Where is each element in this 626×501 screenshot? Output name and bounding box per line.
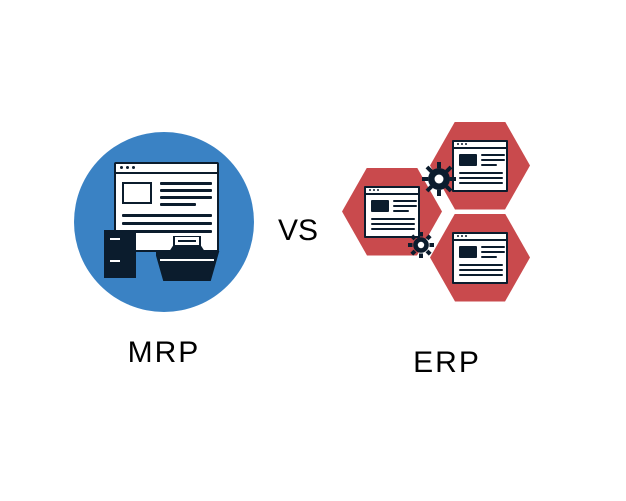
erp-hex-3 bbox=[430, 214, 530, 302]
erp-label: ERP bbox=[413, 346, 481, 380]
mrp-side: MRP bbox=[74, 132, 254, 370]
window-line bbox=[160, 196, 212, 199]
window-content-box bbox=[122, 182, 152, 204]
window-line bbox=[122, 222, 212, 225]
window-titlebar bbox=[116, 164, 217, 174]
file-tray-icon bbox=[156, 236, 226, 286]
erp-hex-cluster bbox=[342, 122, 552, 322]
window-line bbox=[160, 203, 196, 206]
mrp-label: MRP bbox=[128, 336, 201, 370]
window-line bbox=[122, 214, 212, 217]
erp-side: ERP bbox=[342, 122, 552, 380]
diagram-container: MRP VS bbox=[0, 0, 626, 501]
vs-text: VS bbox=[278, 214, 318, 248]
gear-icon bbox=[422, 162, 456, 196]
window-line bbox=[160, 182, 212, 185]
gear-icon bbox=[408, 232, 434, 258]
mrp-circle bbox=[74, 132, 254, 312]
window-line bbox=[160, 189, 212, 192]
server-storage-icon bbox=[104, 230, 136, 278]
